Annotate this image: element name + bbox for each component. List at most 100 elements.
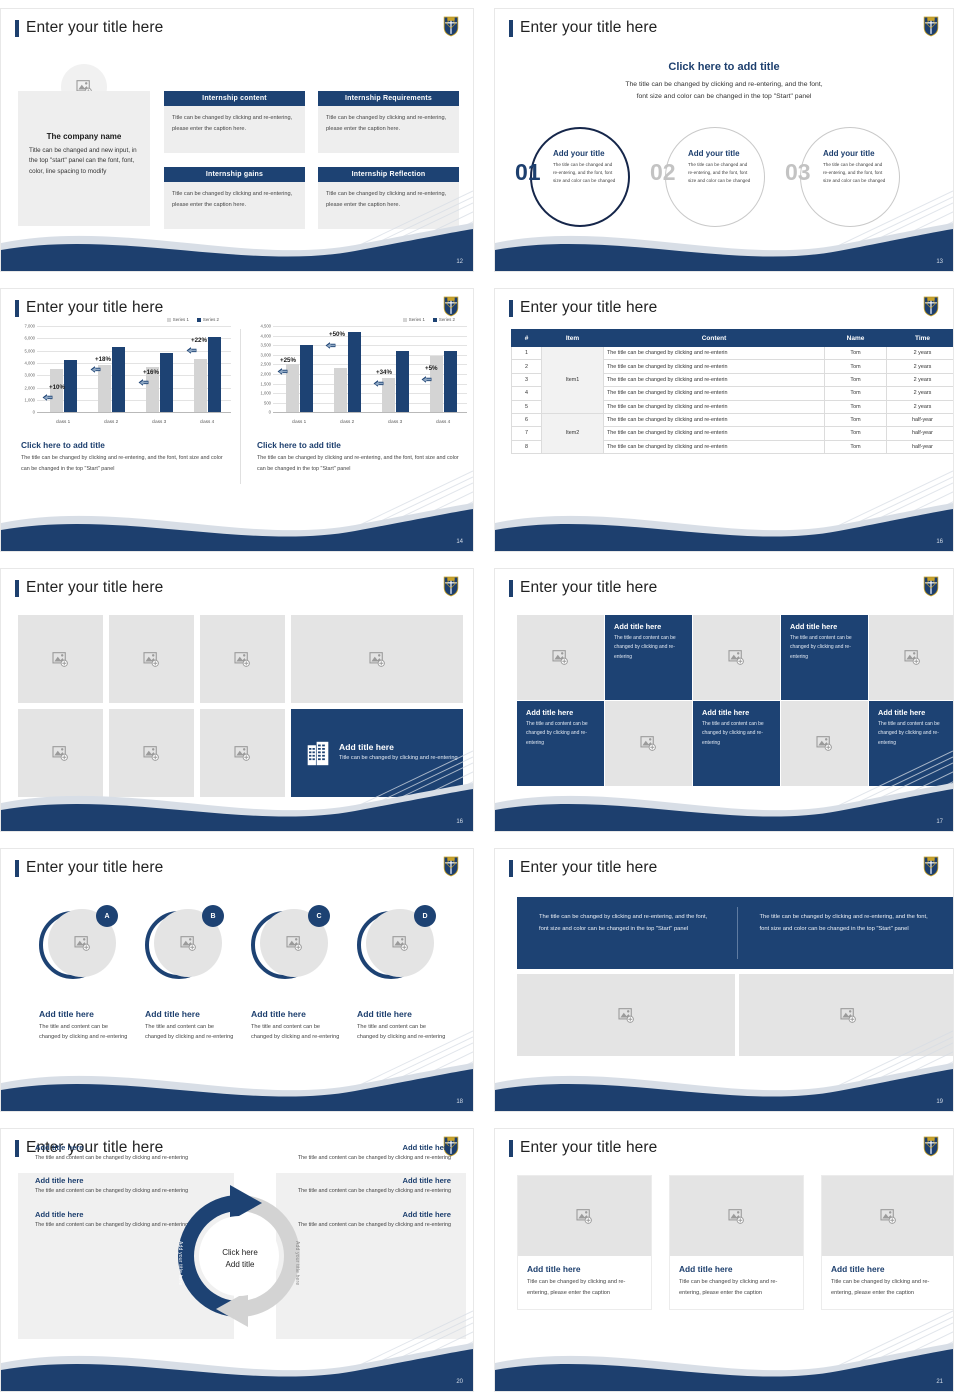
step-ring-02[interactable] (665, 127, 765, 227)
table-row[interactable]: 5 The title can be changed by clicking a… (511, 399, 953, 414)
image-tile[interactable] (693, 615, 780, 700)
slide-thumb-13[interactable]: Enter your title here Click here to add … (480, 0, 960, 280)
bar-annotation: +50% (329, 330, 345, 338)
table-row[interactable]: 3 The title can be changed by clicking a… (511, 372, 953, 388)
page-title: Enter your title here (520, 579, 658, 596)
image-tile[interactable] (517, 615, 604, 700)
slide-thumb-14[interactable]: Enter your title here Series 1 Series 2 … (0, 280, 480, 560)
page-title: Enter your title here (26, 299, 164, 316)
bar-chart-1: Series 1 Series 2 7,000 6,000 5,000 4,00… (13, 317, 235, 497)
image-tile-wide[interactable] (291, 615, 463, 703)
feature-tile[interactable]: Add title here Title can be changed by c… (291, 709, 463, 797)
step-ring-03[interactable] (800, 127, 900, 227)
info-card-internship-gains[interactable]: Internship gains Title can be changed by… (164, 167, 305, 229)
image-placeholder-icon (52, 652, 69, 667)
card-image[interactable] (670, 1176, 803, 1256)
slide-thumb-16-grid[interactable]: Enter your title here Add title here Tit… (0, 560, 480, 840)
card[interactable]: Add title here Title can be changed by c… (517, 1175, 652, 1310)
card-header: Internship Reflection (318, 167, 459, 182)
cell-item-group-1: Item1 (541, 346, 604, 414)
left-block-1[interactable]: Add title here The title and content can… (35, 1143, 195, 1163)
left-block-3[interactable]: Add title here The title and content can… (35, 1210, 195, 1230)
image-placeholder-icon (180, 936, 197, 951)
slide-thumb-17[interactable]: Enter your title here Add title here The… (480, 560, 960, 840)
text-tile[interactable]: Add title here The title and content can… (781, 615, 868, 700)
image-tile[interactable] (109, 709, 194, 797)
cycle-center-text[interactable]: Click here Add title (204, 1247, 276, 1270)
step-ring-01[interactable] (530, 127, 630, 227)
card-body: Title can be changed by clicking and re-… (164, 182, 305, 229)
card-image[interactable] (822, 1176, 953, 1256)
slide-thumb-21[interactable]: Enter your title here Add title here Tit… (480, 1120, 960, 1400)
image-placeholder-icon (143, 652, 160, 667)
page-title: Enter your title here (26, 579, 164, 596)
title-accent-bar (15, 859, 19, 877)
y-tick: 0 (32, 409, 35, 415)
footer-wave (495, 503, 953, 551)
y-tick: 2,000 (260, 371, 271, 377)
text-tile[interactable]: Add title here The title and content can… (605, 615, 692, 700)
image-tile[interactable] (781, 701, 868, 786)
banner: The title can be changed by clicking and… (517, 897, 953, 969)
university-crest-icon (923, 576, 939, 597)
right-block-2[interactable]: Add title here The title and content can… (291, 1176, 451, 1196)
image-tile[interactable] (18, 615, 103, 703)
footer-wave (1, 1063, 473, 1111)
right-block-3[interactable]: Add title here The title and content can… (291, 1210, 451, 1230)
card[interactable]: Add title here Title can be changed by c… (821, 1175, 953, 1310)
growth-arrow-icon (90, 365, 101, 375)
slide-thumb-20[interactable]: Enter your title here Add title here The… (0, 1120, 480, 1400)
bar-annotation: +10% (49, 384, 65, 392)
slide-thumb-12[interactable]: Enter your title here The company name T… (0, 0, 480, 280)
table-row[interactable]: 6 Item2 The title can be changed by clic… (511, 412, 953, 455)
card-image[interactable] (518, 1176, 651, 1256)
cell-content: The title can be changed by clicking and… (603, 412, 825, 428)
image-tile[interactable] (869, 615, 953, 700)
page-number: 21 (936, 1379, 943, 1385)
image-tile[interactable] (739, 974, 953, 1056)
text-tile[interactable]: Add title here The title and content can… (517, 701, 604, 786)
text-tile[interactable]: Add title here The title and content can… (693, 701, 780, 786)
info-card-internship-content[interactable]: Internship content Title can be changed … (164, 91, 305, 153)
chart-1-legend: Series 1 Series 2 (13, 317, 235, 322)
slide-header: Enter your title here (15, 579, 163, 597)
card[interactable]: Add title here Title can be changed by c… (669, 1175, 804, 1310)
image-row (517, 974, 953, 1056)
image-tile[interactable] (18, 709, 103, 797)
item-title: Add title here (357, 1009, 412, 1019)
image-tile[interactable] (605, 701, 692, 786)
image-tile[interactable] (109, 615, 194, 703)
checkerboard-grid: Add title here The title and content can… (517, 615, 953, 786)
cell-item-group-2: Item2 (541, 412, 604, 455)
cell-name: Tom (824, 439, 887, 455)
item-title: Add title here (251, 1009, 306, 1019)
image-tile[interactable] (200, 615, 285, 703)
slide-thumb-18[interactable]: Enter your title here A Add title here T… (0, 840, 480, 1120)
info-card-internship-requirements[interactable]: Internship Requirements Title can be cha… (318, 91, 459, 153)
footer-wave (1, 503, 473, 551)
step-body-02: The title can be changed and re-entering… (688, 162, 751, 184)
table-row[interactable]: 4 The title can be changed by clicking a… (511, 386, 953, 401)
cell-index: 3 (511, 372, 542, 388)
slide-header: Enter your title here (15, 859, 163, 877)
slide-thumb-16-table[interactable]: Enter your title here # Item Content Nam… (480, 280, 960, 560)
table-row[interactable]: 8 The title can be changed by clicking a… (511, 439, 953, 455)
slide-header: Enter your title here (509, 299, 657, 317)
cell-content: The title can be changed by clicking and… (603, 372, 825, 388)
image-tile[interactable] (200, 709, 285, 797)
table-row[interactable]: 1 Item1 The title can be changed by clic… (511, 345, 953, 414)
text-tile[interactable]: Add title here The title and content can… (869, 701, 953, 786)
left-block-2[interactable]: Add title here The title and content can… (35, 1176, 195, 1196)
col-time: Time (886, 329, 953, 347)
university-crest-icon (443, 856, 459, 877)
center-line-1: Click here (222, 1248, 258, 1257)
slide-thumb-19[interactable]: Enter your title here The title can be c… (480, 840, 960, 1120)
right-block-1[interactable]: Add title here The title and content can… (291, 1143, 451, 1163)
image-placeholder-icon (618, 1008, 635, 1023)
block-title: Add title here (35, 1209, 84, 1219)
image-placeholder-icon (52, 746, 69, 761)
legend-series-2: Series 2 (196, 317, 219, 322)
image-tile[interactable] (517, 974, 735, 1056)
title-accent-bar (509, 299, 513, 317)
cell-time: half-year (886, 426, 953, 441)
